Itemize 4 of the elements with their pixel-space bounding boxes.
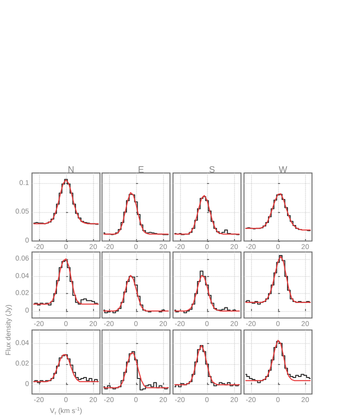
chart-title: W (278, 164, 288, 174)
chart-title: E (138, 164, 144, 174)
chart-title: N (68, 164, 74, 174)
chart-title: S (208, 164, 216, 174)
